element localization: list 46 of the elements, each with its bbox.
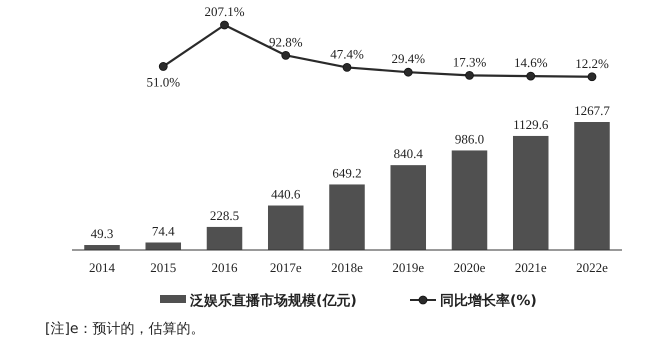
bar (206, 226, 242, 250)
data-label: 228.5 (210, 208, 240, 223)
data-label: 649.2 (332, 165, 362, 180)
x-tick-label: 2017e (270, 260, 302, 275)
data-label: 74.4 (152, 223, 176, 238)
bar (145, 242, 182, 250)
data-label: 47.4% (330, 46, 364, 62)
bar (268, 206, 304, 250)
legend-label: 同比增长率(%) (440, 292, 537, 309)
data-label: 986.0 (454, 131, 484, 146)
data-label: 207.1% (204, 4, 245, 19)
bar (452, 150, 488, 250)
data-label: 440.6 (271, 186, 301, 202)
x-tick-label: 2015 (150, 260, 176, 275)
data-label: 1129.6 (513, 116, 549, 132)
x-tick-label: 2020e (454, 260, 486, 275)
point (220, 20, 229, 30)
data-label: 49.3 (90, 226, 114, 242)
bar (574, 122, 610, 250)
data-label: 51.0% (146, 74, 180, 90)
point (158, 62, 168, 71)
data-label: 92.8% (268, 34, 303, 50)
x-tick-label: 2018e (331, 260, 364, 275)
bar (390, 165, 426, 250)
data-label: 17.3% (452, 54, 486, 70)
bar (84, 245, 120, 250)
point (588, 72, 596, 82)
data-label: 12.2% (575, 56, 609, 71)
bar (329, 184, 365, 250)
data-label: 1267.7 (574, 103, 610, 118)
data-label: 840.4 (394, 146, 424, 162)
data-label: 29.4% (391, 51, 426, 66)
point (404, 68, 413, 77)
point (342, 63, 352, 72)
text: [注]e：预计的，估算的。 (45, 321, 205, 337)
point (465, 71, 474, 80)
x-tick-label: 2021e (514, 260, 547, 275)
x-tick-label: 2016 (212, 260, 238, 275)
point (281, 50, 290, 60)
x-tick-label: 2014 (89, 260, 116, 275)
bar (512, 136, 549, 250)
data-label: 14.6% (514, 55, 548, 70)
x-tick-label: 2022e (576, 260, 608, 275)
point (526, 72, 536, 81)
legend-label: 泛娱乐直播市场规模(亿元) (189, 292, 357, 309)
x-tick-label: 2019e (392, 260, 424, 275)
